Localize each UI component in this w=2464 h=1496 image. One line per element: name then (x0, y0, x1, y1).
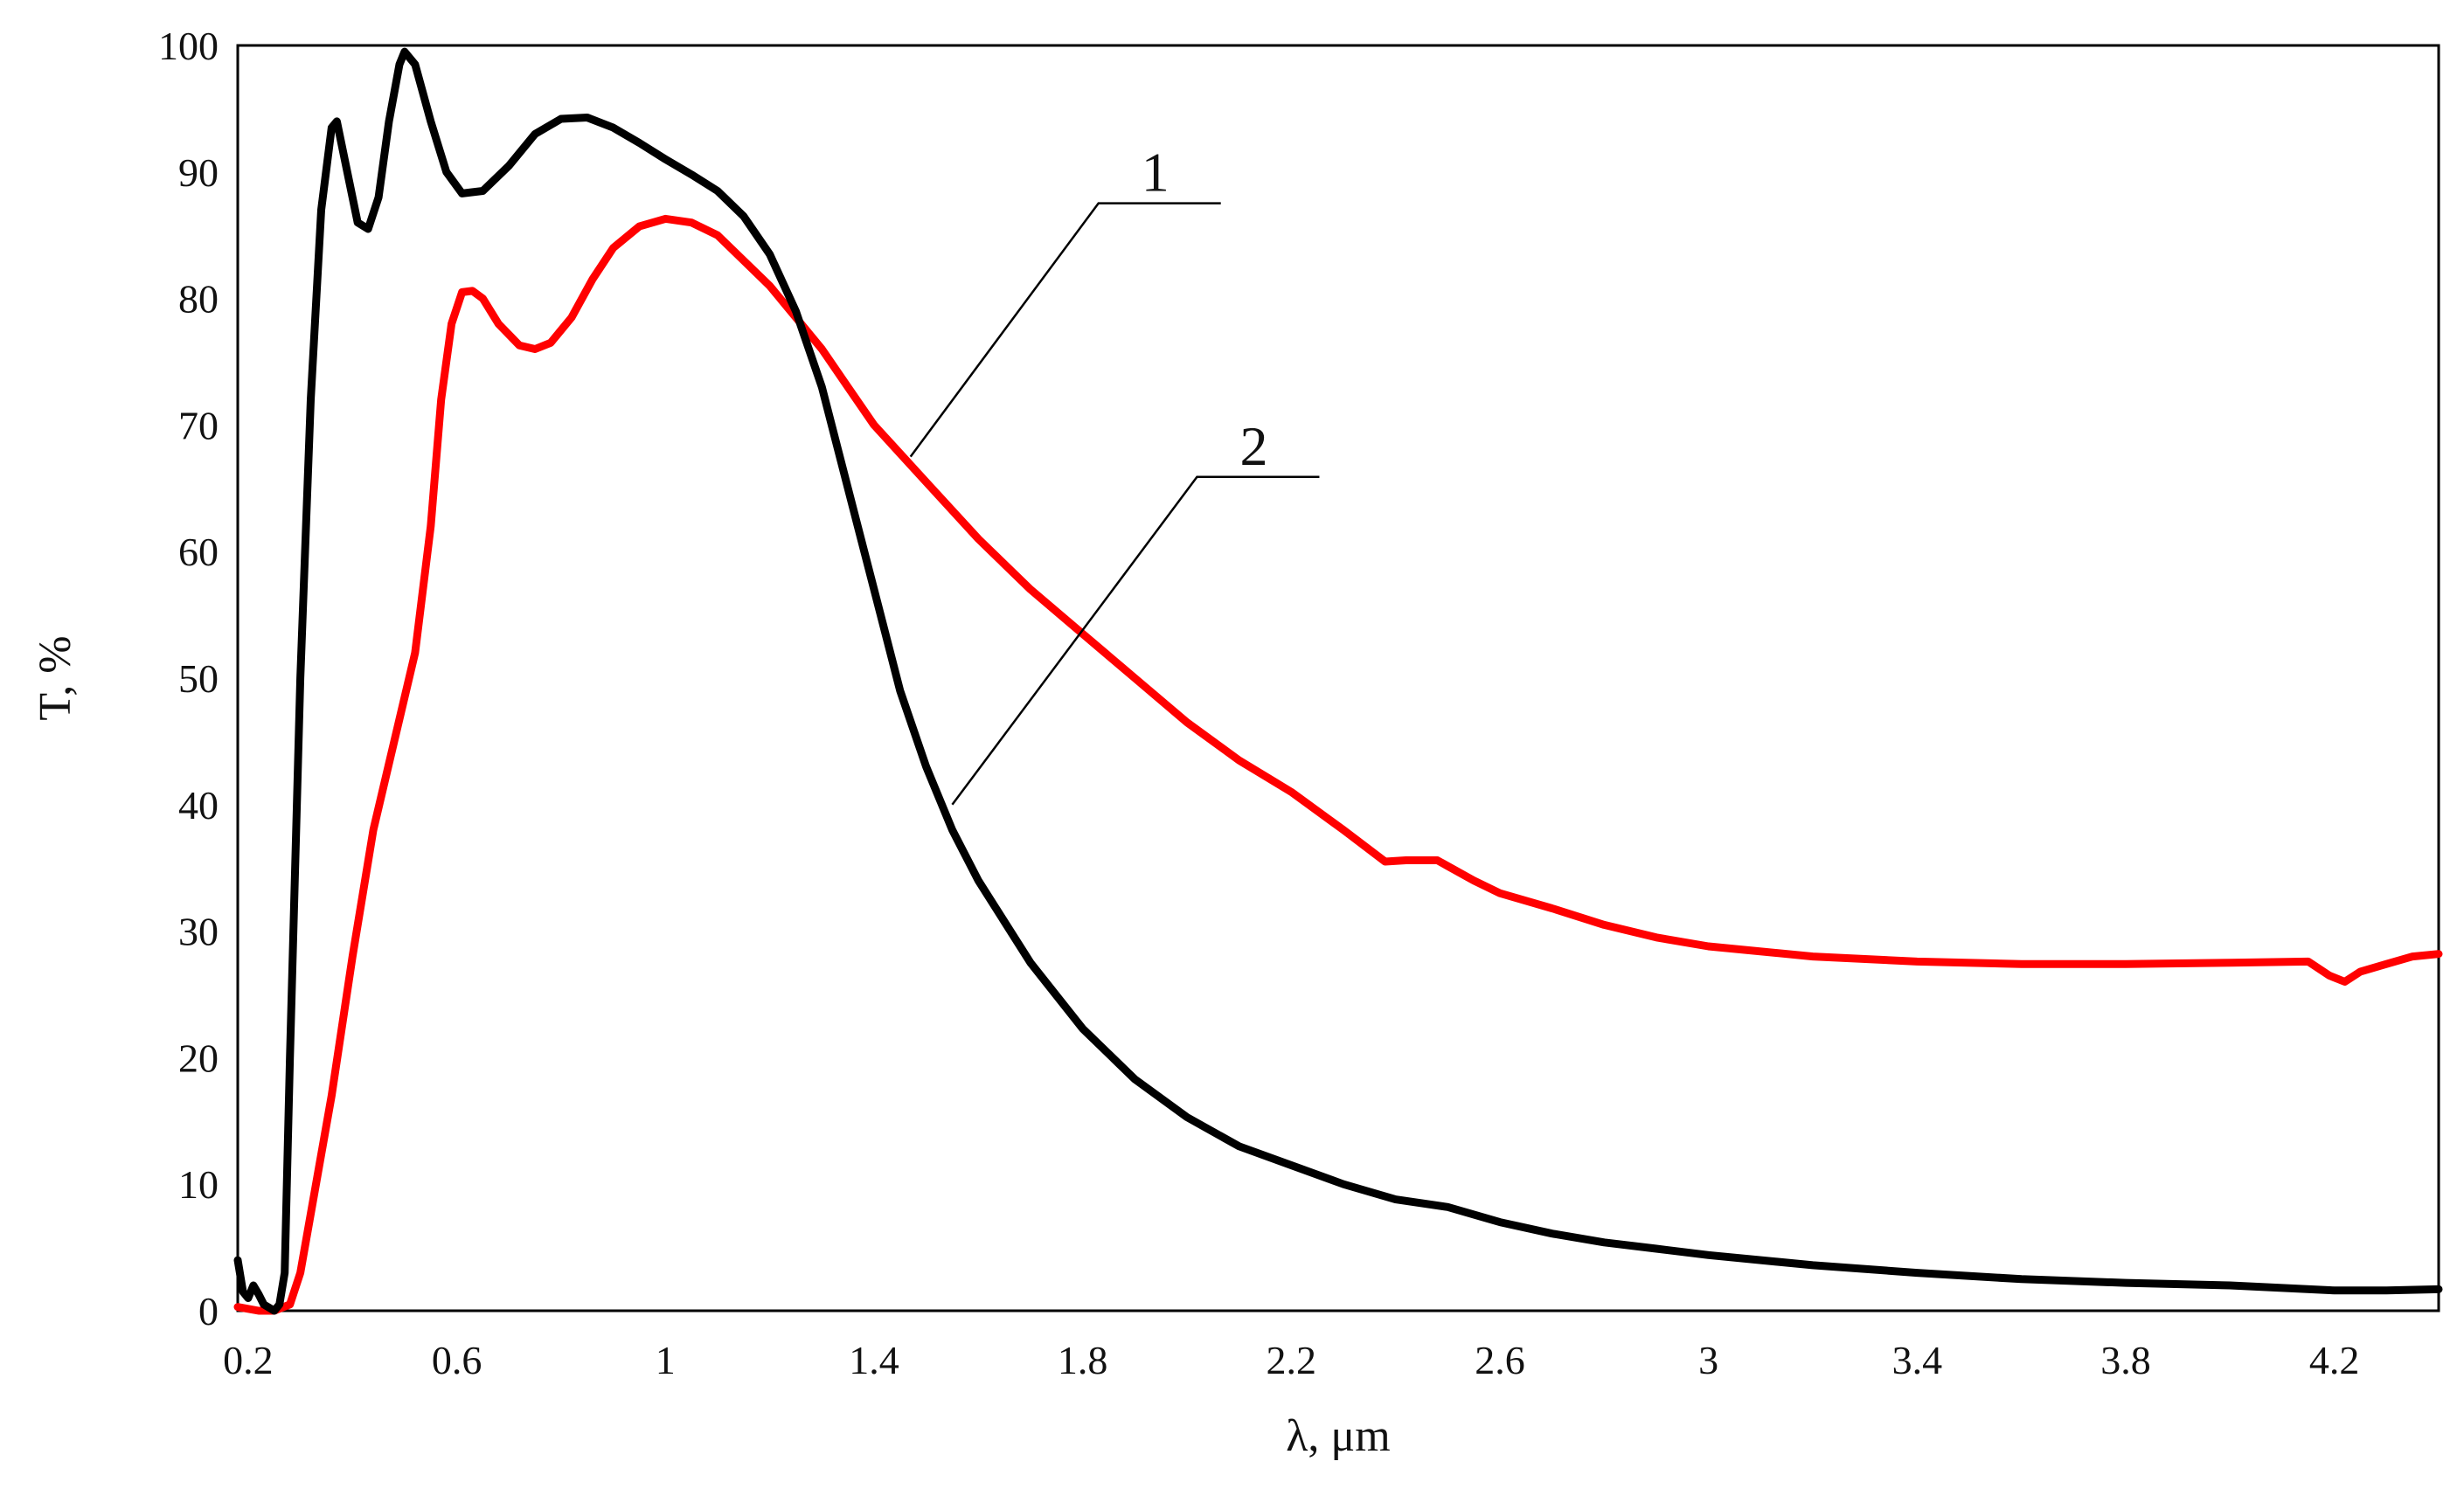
y-tick-label: 20 (178, 1035, 219, 1080)
y-tick-label: 60 (178, 530, 219, 574)
x-tick-label: 3 (1698, 1338, 1718, 1382)
callout-leader-1 (909, 202, 1221, 458)
y-tick-label: 100 (158, 24, 219, 68)
x-tick-label: 4.2 (2309, 1338, 2360, 1382)
y-tick-label: 50 (178, 656, 219, 701)
series-layer (233, 47, 2443, 1315)
x-tick-label: 1.8 (1058, 1338, 1108, 1382)
x-tick-label: 2.6 (1475, 1338, 1525, 1382)
y-tick-label: 30 (178, 910, 219, 954)
x-tick-label: 3.4 (1892, 1338, 1943, 1382)
x-tick-label: 0.2 (223, 1338, 274, 1382)
y-tick-label: 40 (178, 783, 219, 828)
y-tick-label: 10 (178, 1162, 219, 1207)
y-axis-title: T, % (31, 635, 80, 720)
x-axis-title: λ, μm (1286, 1411, 1391, 1461)
y-tick-label: 70 (178, 403, 219, 447)
plot-area (236, 44, 2440, 1312)
x-tick-label: 2.2 (1267, 1338, 1317, 1382)
y-axis-ticks: 0 10 20 30 40 50 60 70 80 90 100 (158, 24, 219, 1333)
x-axis-ticks: 0.2 0.6 1 1.4 1.8 2.2 2.6 3 3.4 3.8 4.2 (223, 1338, 2359, 1382)
series-1-line (233, 214, 2443, 1315)
x-tick-label: 1.4 (849, 1338, 899, 1382)
series-2-line (233, 47, 2443, 1315)
y-tick-label: 80 (178, 277, 219, 322)
callout-leader-2 (951, 475, 1320, 806)
callout-layer: 12 (909, 142, 1320, 806)
plot-frame (236, 44, 2440, 1312)
callout-label-2: 2 (1239, 415, 1267, 477)
x-tick-label: 1 (656, 1338, 676, 1382)
x-tick-label: 3.8 (2100, 1338, 2151, 1382)
callout-label-1: 1 (1142, 142, 1170, 204)
y-tick-label: 90 (178, 150, 219, 195)
x-tick-label: 0.6 (432, 1338, 482, 1382)
y-tick-label: 0 (198, 1289, 219, 1333)
